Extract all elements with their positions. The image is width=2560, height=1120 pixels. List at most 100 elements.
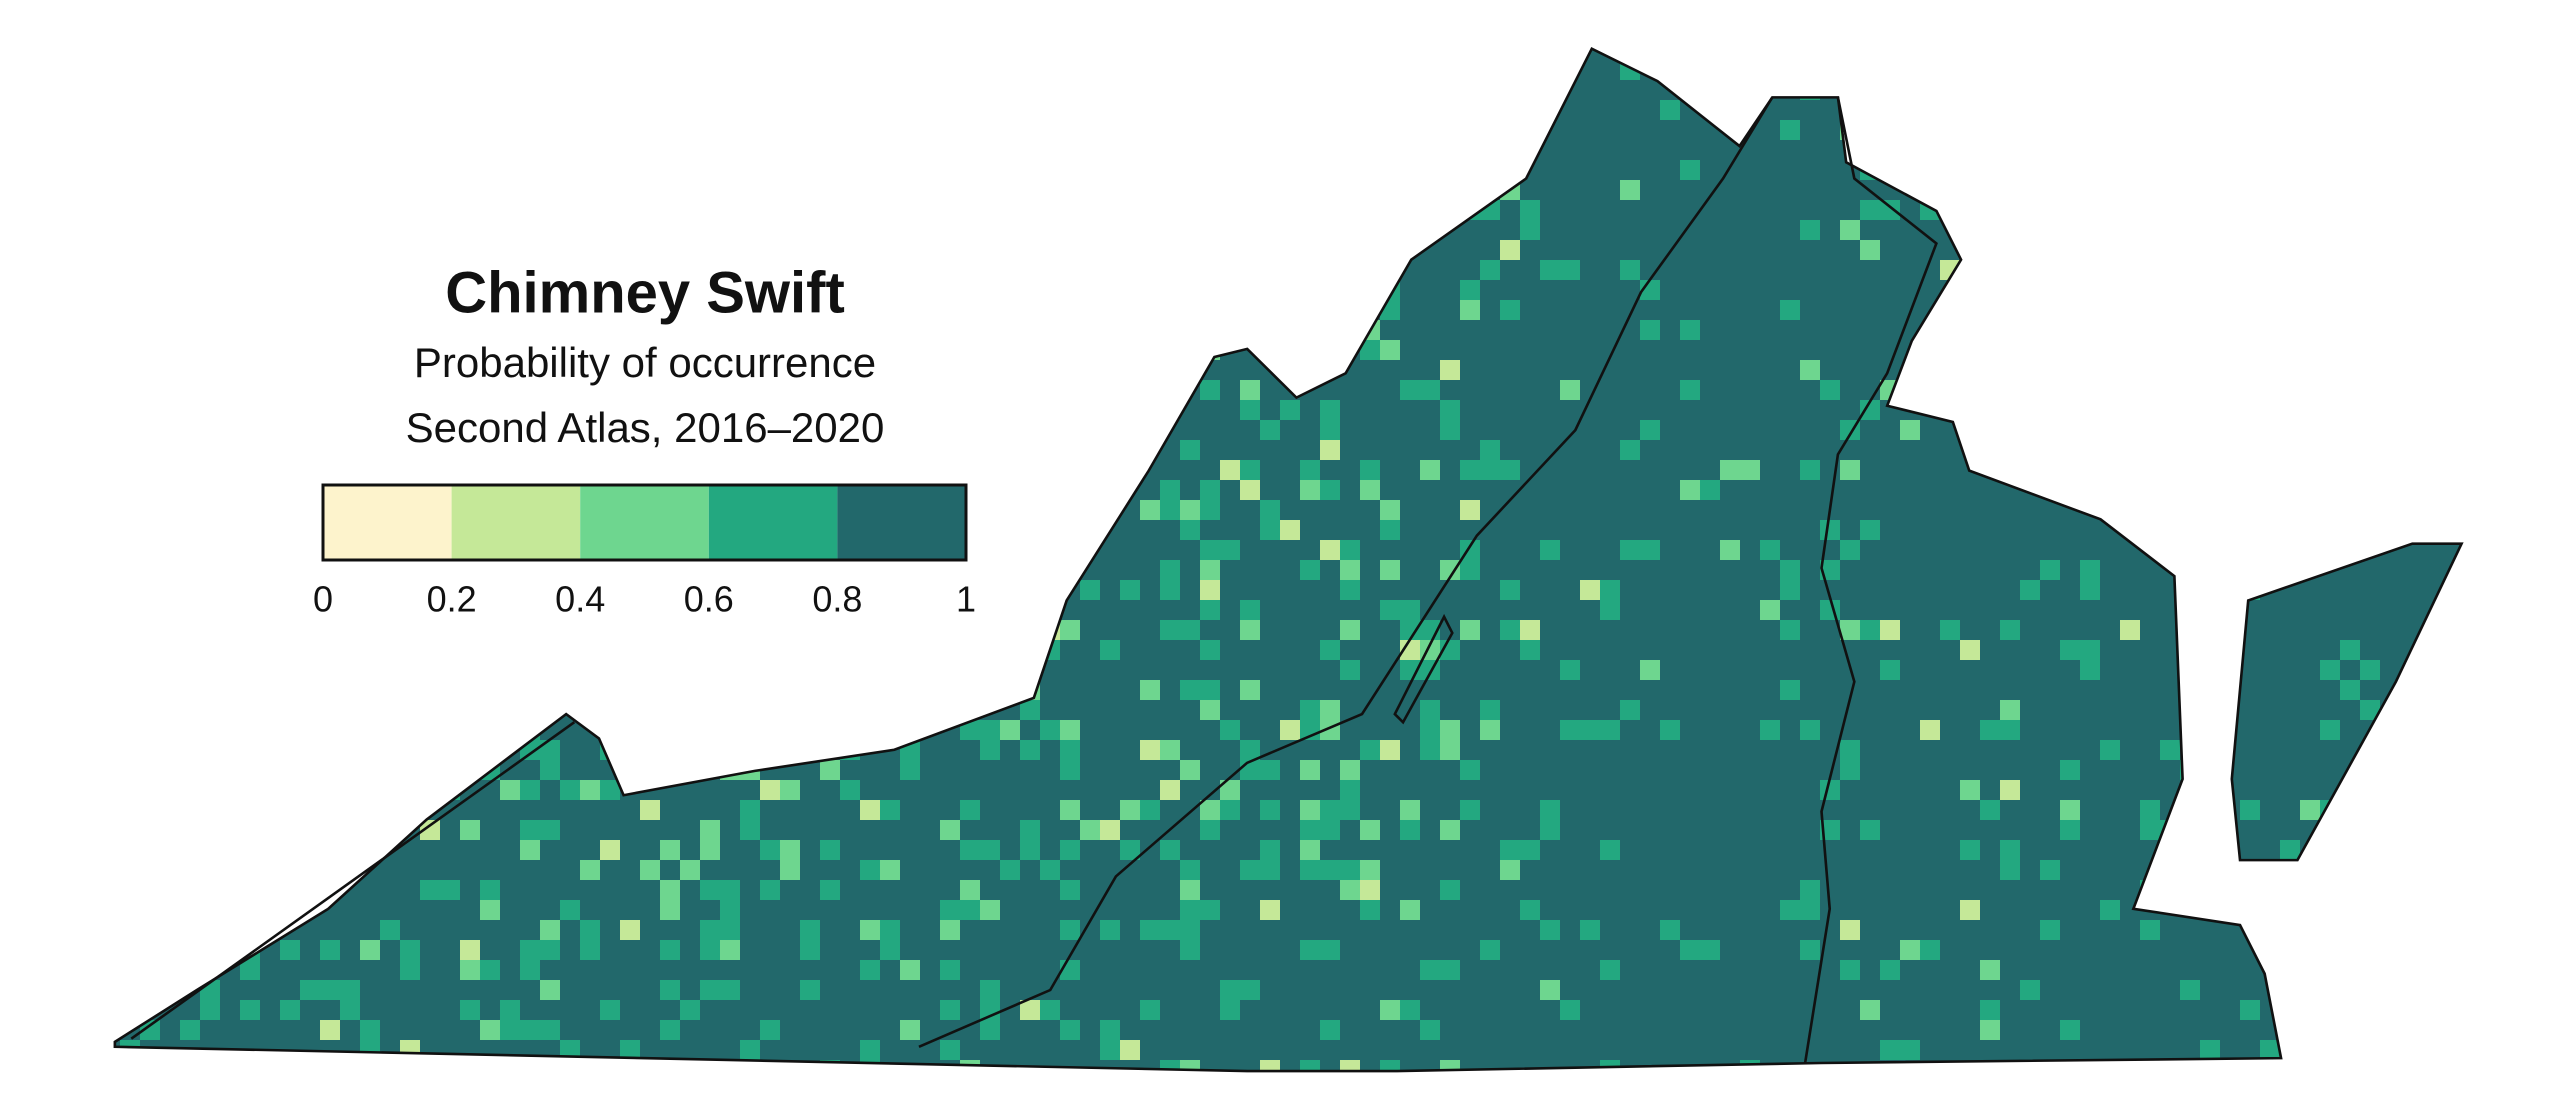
cell xyxy=(1680,480,1700,500)
cell xyxy=(1980,1020,2000,1040)
cell xyxy=(1240,680,1260,700)
cell xyxy=(1840,760,1860,780)
cell xyxy=(1680,380,1700,400)
cell xyxy=(1960,780,1980,800)
cell xyxy=(1120,420,1140,440)
cell xyxy=(140,140,160,160)
cell xyxy=(180,460,200,480)
cell xyxy=(740,140,760,160)
cell xyxy=(140,1020,160,1040)
cell xyxy=(1440,1060,1460,1072)
cell xyxy=(580,860,600,880)
cell xyxy=(1080,320,1100,340)
cell xyxy=(1300,280,1320,300)
cell xyxy=(1300,120,1320,140)
cell xyxy=(1140,1080,1160,1100)
cell xyxy=(280,700,300,720)
cell xyxy=(780,80,800,100)
cell xyxy=(1180,920,1200,940)
cell xyxy=(2220,620,2240,640)
cell xyxy=(140,980,160,1000)
cell xyxy=(1900,1040,1920,1060)
cell xyxy=(1080,48,1100,60)
cell xyxy=(1520,200,1540,220)
cell xyxy=(860,80,880,100)
cell xyxy=(680,240,700,260)
cell xyxy=(2400,920,2420,940)
cell xyxy=(900,720,920,740)
cell xyxy=(540,920,560,940)
cell xyxy=(240,780,260,800)
cell xyxy=(160,480,180,500)
cell xyxy=(1520,620,1540,640)
cell xyxy=(2160,440,2180,460)
cell xyxy=(400,740,420,760)
cell xyxy=(1020,160,1040,180)
cell xyxy=(1160,740,1180,760)
cell xyxy=(2400,500,2420,520)
cell xyxy=(360,380,380,400)
cell xyxy=(1120,580,1140,600)
cell xyxy=(920,200,940,220)
cell xyxy=(700,60,720,80)
cell xyxy=(740,720,760,740)
cell xyxy=(1100,220,1120,240)
cell xyxy=(114,760,120,780)
cell xyxy=(240,360,260,380)
cell xyxy=(1200,140,1220,160)
cell xyxy=(900,1020,920,1040)
cell xyxy=(1100,160,1120,180)
cell xyxy=(2300,800,2320,820)
cell xyxy=(320,1080,340,1100)
cell xyxy=(1040,340,1060,360)
cell xyxy=(2060,760,2080,780)
cell xyxy=(960,280,980,300)
cell xyxy=(960,220,980,240)
cell xyxy=(1860,1000,1880,1020)
cell xyxy=(400,240,420,260)
cell xyxy=(800,220,820,240)
cell xyxy=(460,120,480,140)
cell xyxy=(1840,960,1860,980)
cell xyxy=(1800,720,1820,740)
cell xyxy=(140,680,160,700)
cell xyxy=(2460,280,2462,300)
cell xyxy=(660,940,680,960)
cell xyxy=(1160,560,1180,580)
cell xyxy=(1120,1040,1140,1060)
cell xyxy=(660,640,680,660)
cell xyxy=(1140,1000,1160,1020)
cell xyxy=(380,640,400,660)
cell xyxy=(340,980,360,1000)
cell xyxy=(860,680,880,700)
cell xyxy=(1380,1000,1400,1020)
cell xyxy=(1300,100,1320,120)
cell xyxy=(200,280,220,300)
cell xyxy=(400,220,420,240)
cell xyxy=(2080,640,2100,660)
cell xyxy=(1380,1080,1400,1100)
cell xyxy=(260,100,280,120)
cell xyxy=(640,800,660,820)
cell xyxy=(2320,140,2340,160)
cell xyxy=(2040,200,2060,220)
cell xyxy=(1780,620,1800,640)
cell xyxy=(2160,280,2180,300)
cell xyxy=(280,60,300,80)
cell xyxy=(2020,380,2040,400)
cell xyxy=(640,60,660,80)
cell xyxy=(2340,100,2360,120)
cell xyxy=(1060,720,1080,740)
cell xyxy=(940,960,960,980)
cell xyxy=(460,460,480,480)
cell xyxy=(1660,920,1680,940)
legend-swatch xyxy=(837,485,966,560)
cell xyxy=(2320,300,2340,320)
cell xyxy=(460,1060,480,1072)
cell xyxy=(200,400,220,420)
cell xyxy=(1180,340,1200,360)
cell xyxy=(860,320,880,340)
cell xyxy=(1340,800,1360,820)
cell xyxy=(1340,560,1360,580)
